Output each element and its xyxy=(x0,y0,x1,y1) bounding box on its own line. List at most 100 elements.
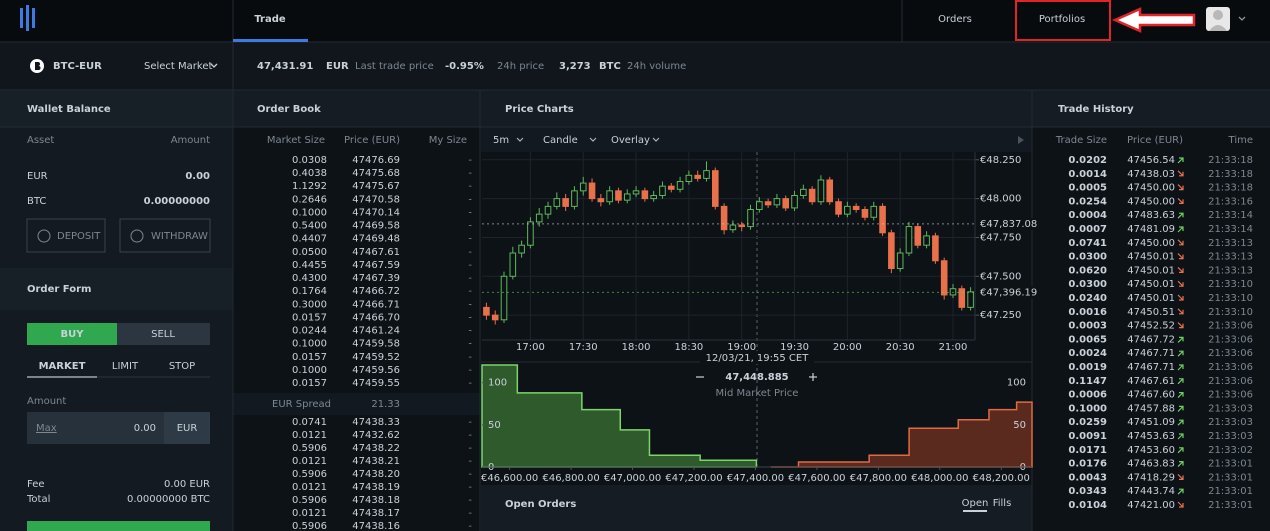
sell-tab[interactable] xyxy=(117,323,210,345)
trade-size: 0.0043 xyxy=(1068,472,1107,483)
fills-tab[interactable]: Fills xyxy=(993,498,1012,509)
trade-arrow xyxy=(1177,350,1184,357)
trade-arrow xyxy=(1177,280,1184,287)
order-type[interactable]: MARKET xyxy=(39,361,86,372)
chart-control[interactable]: Overlay xyxy=(611,135,650,146)
trade-time: 21:33:14 xyxy=(1208,210,1253,221)
trade-size: 0.0003 xyxy=(1068,321,1107,332)
select-market[interactable]: Select Market xyxy=(144,61,212,72)
open-tab-underline xyxy=(963,510,987,512)
trade-arrow xyxy=(1177,433,1184,440)
sell-label[interactable]: SELL xyxy=(151,329,175,340)
trade-time: 21:33:01 xyxy=(1208,486,1253,497)
trade-time: 21:33:01 xyxy=(1208,500,1253,511)
amount-currency-box xyxy=(164,412,210,444)
wallet-header xyxy=(0,90,233,127)
trade-price: 47450.00 xyxy=(1127,196,1175,207)
x-tick-label: €47,800.00 xyxy=(850,473,907,484)
chart-control[interactable]: 5m xyxy=(493,135,509,146)
candle-body xyxy=(571,190,578,207)
order-type[interactable]: STOP xyxy=(169,361,195,372)
deposit-button[interactable] xyxy=(26,218,106,253)
trade-size: 0.0065 xyxy=(1068,334,1107,345)
trade-size: 0.1147 xyxy=(1068,376,1107,387)
price-charts-title: Price Charts xyxy=(505,104,574,115)
ask-my-size: - xyxy=(468,260,472,271)
submit-button[interactable] xyxy=(27,521,210,531)
chart-control[interactable]: Candle xyxy=(543,135,578,146)
bid-price: 47438.17 xyxy=(352,508,400,519)
x-tick-label: €47,000.00 xyxy=(604,473,661,484)
bid-price: 47438.20 xyxy=(352,469,400,480)
bid-size: 0.0741 xyxy=(292,417,327,428)
volume-label: 24h volume xyxy=(627,61,686,72)
trade-time: 21:33:18 xyxy=(1208,155,1253,166)
bid-price: 47438.18 xyxy=(352,495,400,506)
ask-price: 47475.67 xyxy=(352,181,400,192)
ask-my-size: - xyxy=(468,168,472,179)
candle-body xyxy=(667,185,675,190)
nav-trade[interactable]: Trade xyxy=(254,14,286,25)
trade-time: 21:33:10 xyxy=(1208,293,1253,304)
change-label: 24h price xyxy=(497,61,544,72)
volume: 3,273 xyxy=(559,61,591,72)
buy-tab[interactable] xyxy=(27,323,117,345)
mid-price-label: Mid Market Price xyxy=(716,388,799,399)
order-form-header xyxy=(0,268,233,310)
candle-body xyxy=(650,195,657,200)
order-book-col: Market Size xyxy=(267,135,325,146)
buy-label[interactable]: BUY xyxy=(61,329,85,340)
candle-body xyxy=(958,288,966,308)
max-link[interactable]: Max xyxy=(36,423,57,434)
amount-currency: EUR xyxy=(177,423,198,434)
ask-price: 47459.58 xyxy=(352,339,400,350)
candle-body xyxy=(835,201,842,215)
bid-size: 0.0121 xyxy=(292,482,327,493)
ask-my-size: - xyxy=(468,326,472,337)
candle-body xyxy=(861,208,869,218)
volume-currency: BTC xyxy=(599,61,621,72)
ask-price: 47459.52 xyxy=(352,352,400,363)
trade-size: 0.0741 xyxy=(1068,238,1107,249)
trade-size: 0.0202 xyxy=(1068,155,1107,166)
open-tab[interactable]: Open xyxy=(962,498,989,509)
ask-price: 47461.24 xyxy=(352,326,400,337)
trade-time: 21:33:13 xyxy=(1208,238,1253,249)
candle-body xyxy=(544,205,552,215)
deposit-icon xyxy=(37,229,51,243)
ask-my-size: - xyxy=(468,312,472,323)
trade-size: 0.0171 xyxy=(1068,445,1107,456)
ask-size: 0.2646 xyxy=(292,194,327,205)
candle-body xyxy=(817,179,825,203)
nav-orders[interactable]: Orders xyxy=(938,14,972,25)
x-tick-label: €48,200.00 xyxy=(973,473,1030,484)
y-tick-label: 50 xyxy=(488,420,501,431)
withdraw-label[interactable]: WITHDRAW xyxy=(151,231,208,242)
ask-size: 0.0244 xyxy=(292,326,327,337)
amount-input[interactable] xyxy=(27,412,164,444)
select-chevron xyxy=(210,63,218,68)
y-tick-label: €48.000 xyxy=(980,194,1021,205)
ask-my-size: - xyxy=(468,273,472,284)
trade-price: 47450.51 xyxy=(1127,307,1175,318)
bid-size: 0.0121 xyxy=(292,508,327,519)
order-type[interactable]: LIMIT xyxy=(112,361,139,372)
x-tick-label: €47,200.00 xyxy=(665,473,722,484)
trade-arrow xyxy=(1177,473,1184,480)
mid-price-stepper[interactable] xyxy=(696,373,817,381)
nav-portfolios[interactable]: Portfolios xyxy=(1039,14,1085,25)
trade-size: 0.0104 xyxy=(1068,500,1107,511)
price-tag xyxy=(976,217,1033,230)
trade-arrow xyxy=(1177,378,1184,385)
deposit-label[interactable]: DEPOSIT xyxy=(57,231,101,242)
chart-play xyxy=(1018,136,1024,144)
ask-price: 47467.39 xyxy=(352,273,400,284)
bid-my-size: - xyxy=(468,495,472,506)
withdraw-button[interactable] xyxy=(119,218,211,253)
trade-arrow xyxy=(1177,212,1184,219)
candle-body xyxy=(632,190,640,195)
panel-headers xyxy=(233,90,1270,127)
ask-price: 47467.61 xyxy=(352,247,400,258)
trade-size: 0.0620 xyxy=(1068,265,1107,276)
